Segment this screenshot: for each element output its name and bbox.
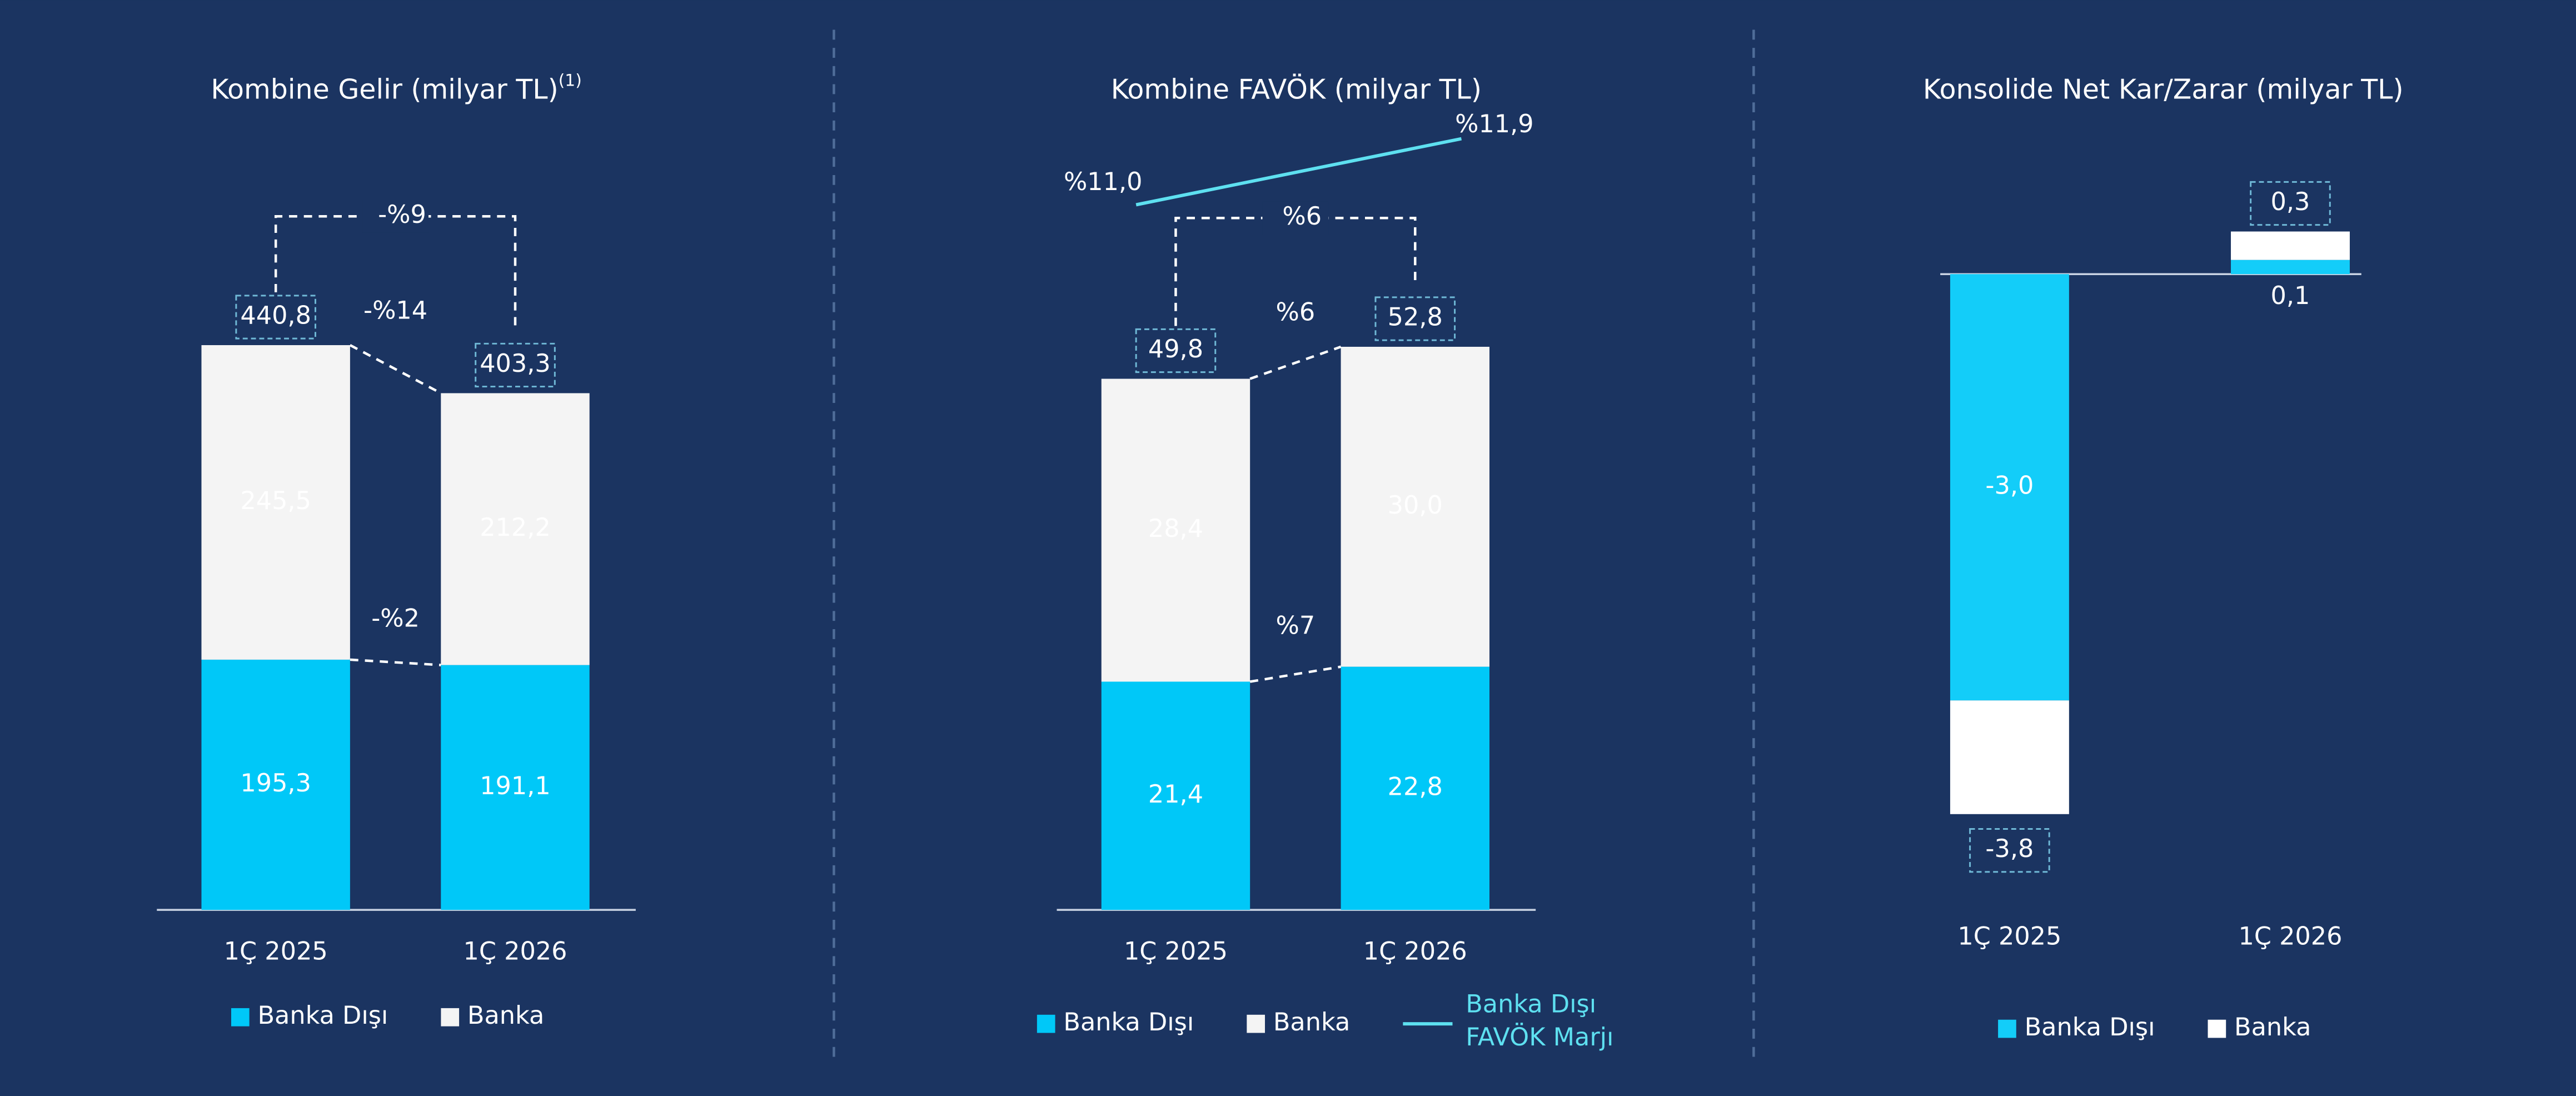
value-label: 195,3 (240, 769, 311, 798)
chart-title: Konsolide Net Kar/Zarar (milyar TL) (1923, 73, 2404, 105)
total-label: 440,8 (240, 301, 311, 330)
legend-swatch (2208, 1019, 2226, 1038)
legend-label: Banka (467, 1001, 544, 1030)
legend-label: Banka (1273, 1008, 1350, 1037)
value-label: 22,8 (1388, 772, 1443, 801)
value-label: -0,8 (1985, 741, 2034, 770)
line-label: %11,0 (1064, 167, 1143, 196)
total-box (1374, 296, 1456, 341)
annotation: %6 (1282, 202, 1322, 231)
connector (1249, 665, 1341, 683)
legend-swatch (1998, 1019, 2016, 1038)
total-label: 403,3 (480, 349, 551, 378)
total-label: 0,3 (2271, 187, 2310, 216)
total-label: 49,8 (1148, 335, 1203, 363)
title-text: Kombine FAVÖK (milyar TL) (1111, 73, 1482, 105)
annotation: -%9 (378, 200, 426, 229)
line-label: %11,9 (1455, 109, 1534, 138)
total-box (2250, 181, 2331, 226)
value-label: 0,1 (2271, 281, 2310, 310)
legend-fo: Banka Dışı FAVÖK Marjı (1466, 989, 1614, 1052)
bar-segment (441, 665, 590, 910)
x-tick-label: 1Ç 2025 (1957, 922, 2061, 951)
annotation: -%2 (371, 604, 420, 633)
annotation: -%14 (363, 296, 427, 325)
bar-segment (1101, 681, 1250, 910)
value-label: 191,1 (480, 771, 551, 800)
value-label: 21,4 (1148, 780, 1203, 809)
connector (350, 658, 441, 666)
bar-segment (2231, 260, 2350, 275)
annotation-bg (1262, 201, 1329, 235)
total-label: 52,8 (1388, 302, 1443, 331)
legend-label: Banka Dışı (1063, 1008, 1194, 1037)
margin-line (1135, 137, 1462, 207)
connector (1249, 345, 1342, 380)
total-box (235, 295, 316, 340)
legend-label: Banka (2234, 1013, 2311, 1042)
chart-title: Kombine Gelir (milyar TL)(1) (211, 71, 581, 105)
bar-segment (201, 345, 350, 660)
title-note: (1) (559, 71, 582, 90)
legend-label: Banka Dışı (2025, 1013, 2155, 1042)
bar-segment (1950, 700, 2069, 814)
bar-segment (2231, 231, 2350, 260)
legend-swatch (1037, 1014, 1055, 1033)
bar-segment (1950, 274, 2069, 701)
chart-title: Kombine FAVÖK (milyar TL) (1111, 73, 1482, 105)
bar-segment (1341, 666, 1489, 910)
bar-segment (1101, 378, 1250, 682)
value-label: 0,2 (2271, 230, 2310, 258)
bar-segment (1341, 346, 1489, 667)
title-text: Kombine Gelir (milyar TL) (211, 73, 558, 105)
x-tick-label: 1Ç 2025 (224, 936, 328, 965)
value-label: 212,2 (480, 513, 551, 542)
value-label: -3,0 (1985, 471, 2034, 500)
legend-swatch (1247, 1014, 1265, 1033)
value-label: 245,5 (240, 486, 311, 515)
total-label: -3,8 (1985, 834, 2034, 863)
annotation: %6 (1276, 298, 1316, 327)
total-box (1969, 828, 2050, 873)
legend-swatch (231, 1008, 250, 1027)
title-text: Konsolide Net Kar/Zarar (milyar TL) (1923, 73, 2404, 105)
bar-segment (441, 393, 590, 665)
annotation-bg (362, 200, 429, 233)
annotation: %7 (1276, 611, 1316, 640)
bar-segment (201, 659, 350, 910)
x-tick-label: 1Ç 2026 (464, 936, 567, 965)
legend-label: Banka Dışı FAVÖK Marjı (1466, 989, 1614, 1052)
total-box (475, 342, 556, 388)
value-label: 28,4 (1148, 514, 1203, 543)
legend-swatch (441, 1008, 460, 1027)
x-tick-label: 1Ç 2026 (2238, 922, 2342, 951)
connector (349, 344, 442, 395)
legend-label: Banka Dışı (257, 1001, 388, 1030)
x-tick-label: 1Ç 2026 (1363, 936, 1467, 965)
value-label: 30,0 (1388, 491, 1443, 520)
x-tick-label: 1Ç 2025 (1124, 936, 1228, 965)
